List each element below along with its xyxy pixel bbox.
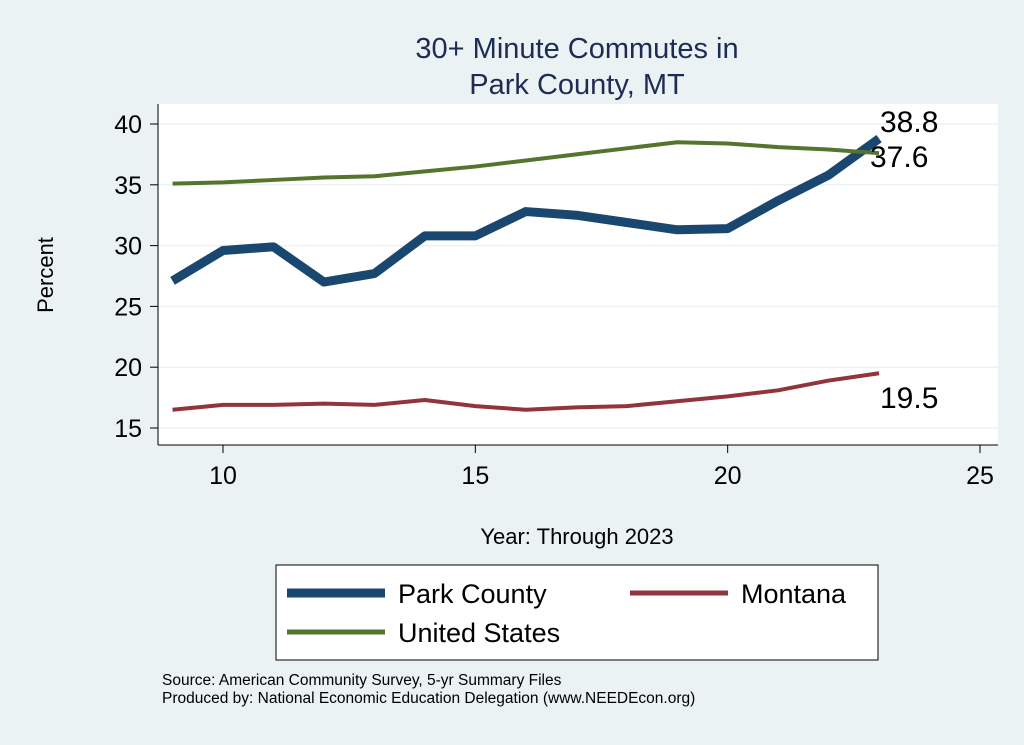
x-tick-label: 15 [461,462,489,490]
y-axis-label: Percent [33,237,58,313]
end-label-montana: 19.5 [880,382,938,415]
y-tick-label: 25 [114,293,142,321]
plot-area [158,104,998,445]
legend-label-park-county: Park County [398,579,547,609]
y-tick-label: 30 [114,233,142,261]
x-tick-label: 10 [209,462,237,490]
series-line-montana [172,371,880,412]
legend: Park County Montana United States [275,564,879,661]
y-tick-label: 40 [114,111,142,139]
chart-title-line1: 30+ Minute Commutes in [415,33,738,65]
series-line-united-states [172,140,880,186]
x-axis-label: Year: Through 2023 [480,524,673,549]
legend-label-montana: Montana [741,579,847,609]
source-note: Source: American Community Survey, 5-yr … [162,672,562,689]
legend-label-united-states: United States [398,618,560,648]
produced-by-note: Produced by: National Economic Education… [162,690,696,707]
end-label-park-county: 38.8 [880,106,938,139]
x-tick-label: 20 [714,462,742,490]
chart-title-line2: Park County, MT [469,69,685,101]
y-tick-label: 20 [114,354,142,382]
end-label-united-states: 37.6 [870,141,928,174]
x-tick-label: 25 [966,462,994,490]
y-tick-label: 15 [114,415,142,443]
y-tick-label: 35 [114,172,142,200]
series-line-park-county [170,134,882,287]
